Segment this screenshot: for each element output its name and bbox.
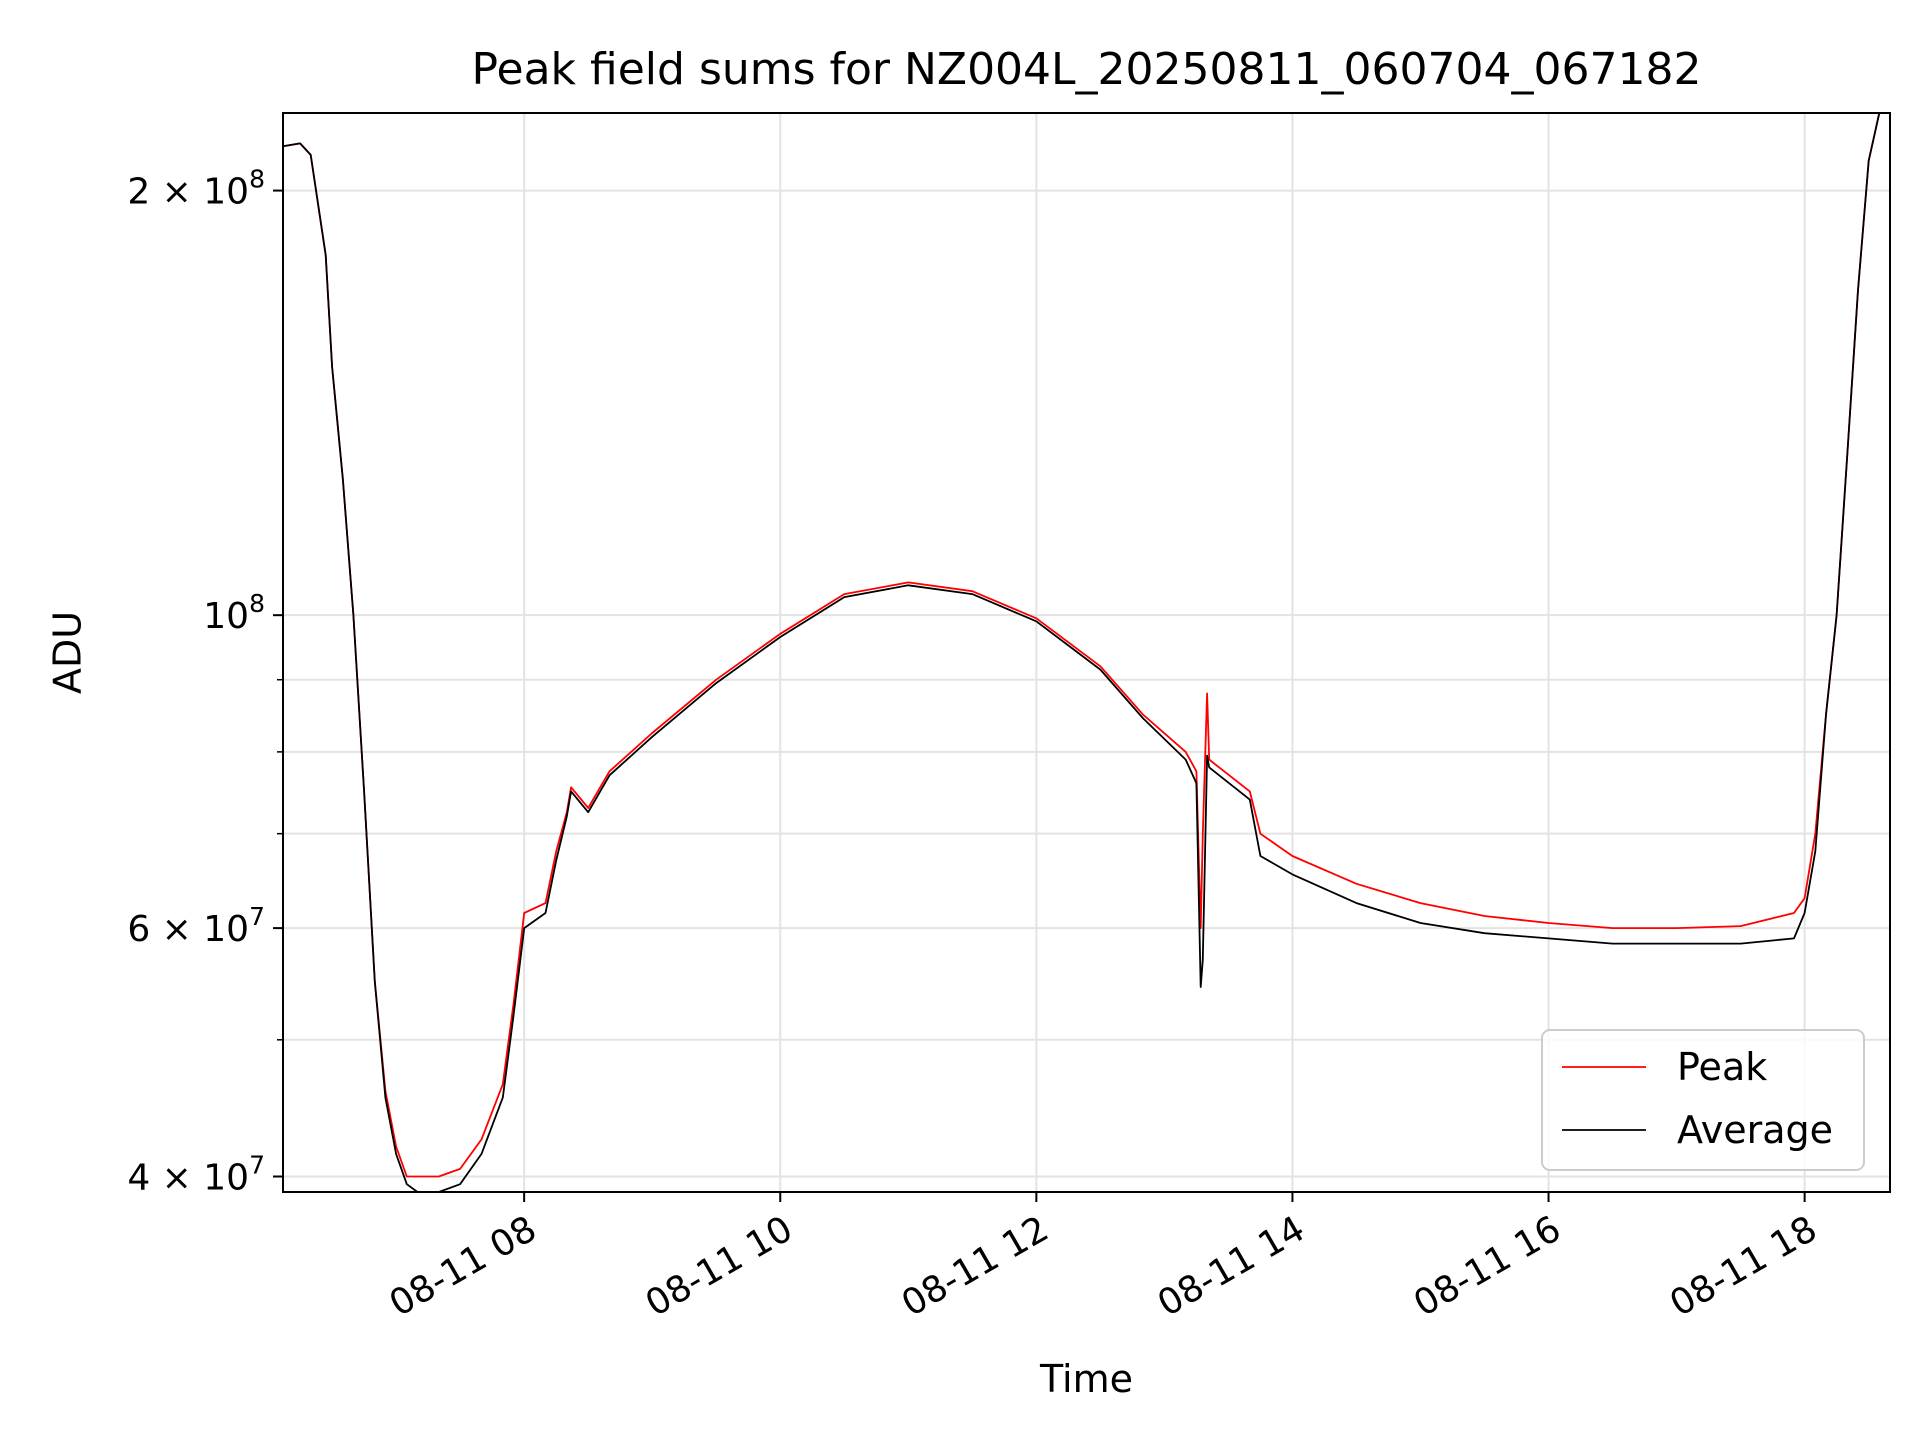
y-tick-exponent: 8	[249, 589, 265, 618]
y-axis-label: ADU	[46, 611, 90, 694]
y-tick-mantissa: 4	[127, 1157, 150, 1198]
y-tick-mantissa: 6	[127, 909, 150, 950]
y-tick-label: 2 × 108	[127, 165, 265, 213]
y-tick-times: ×	[150, 909, 203, 950]
y-tick-label: 6 × 107	[127, 902, 265, 950]
legend: Peak Average	[1541, 1029, 1865, 1171]
y-tick-base: 10	[203, 1157, 249, 1198]
y-tick-label: 4 × 107	[127, 1150, 265, 1198]
series-line-peak	[282, 112, 1890, 1178]
y-tick-mantissa: 2	[127, 172, 150, 213]
legend-box	[1541, 1029, 1865, 1171]
legend-label-average: Average	[1677, 1108, 1833, 1152]
chart-title: Peak field sums for NZ004L_20250811_0607…	[472, 44, 1702, 95]
series-line-average	[282, 112, 1890, 1193]
plot-area	[283, 113, 1890, 1192]
y-tick-exponent: 7	[249, 1150, 265, 1179]
y-tick-base: 10	[203, 172, 249, 213]
series-layer	[282, 112, 1890, 1193]
y-tick-exponent: 7	[249, 902, 265, 931]
x-axis-label: Time	[1039, 1357, 1133, 1401]
y-tick-base: 10	[203, 909, 249, 950]
legend-label-peak: Peak	[1677, 1045, 1767, 1089]
plot-frame	[282, 112, 1891, 1193]
y-tick-times: ×	[150, 1157, 203, 1198]
y-tick-exponent: 8	[249, 165, 265, 194]
y-tick-base: 10	[203, 596, 249, 637]
y-tick-label: 108	[203, 589, 265, 637]
y-tick-times: ×	[150, 172, 203, 213]
